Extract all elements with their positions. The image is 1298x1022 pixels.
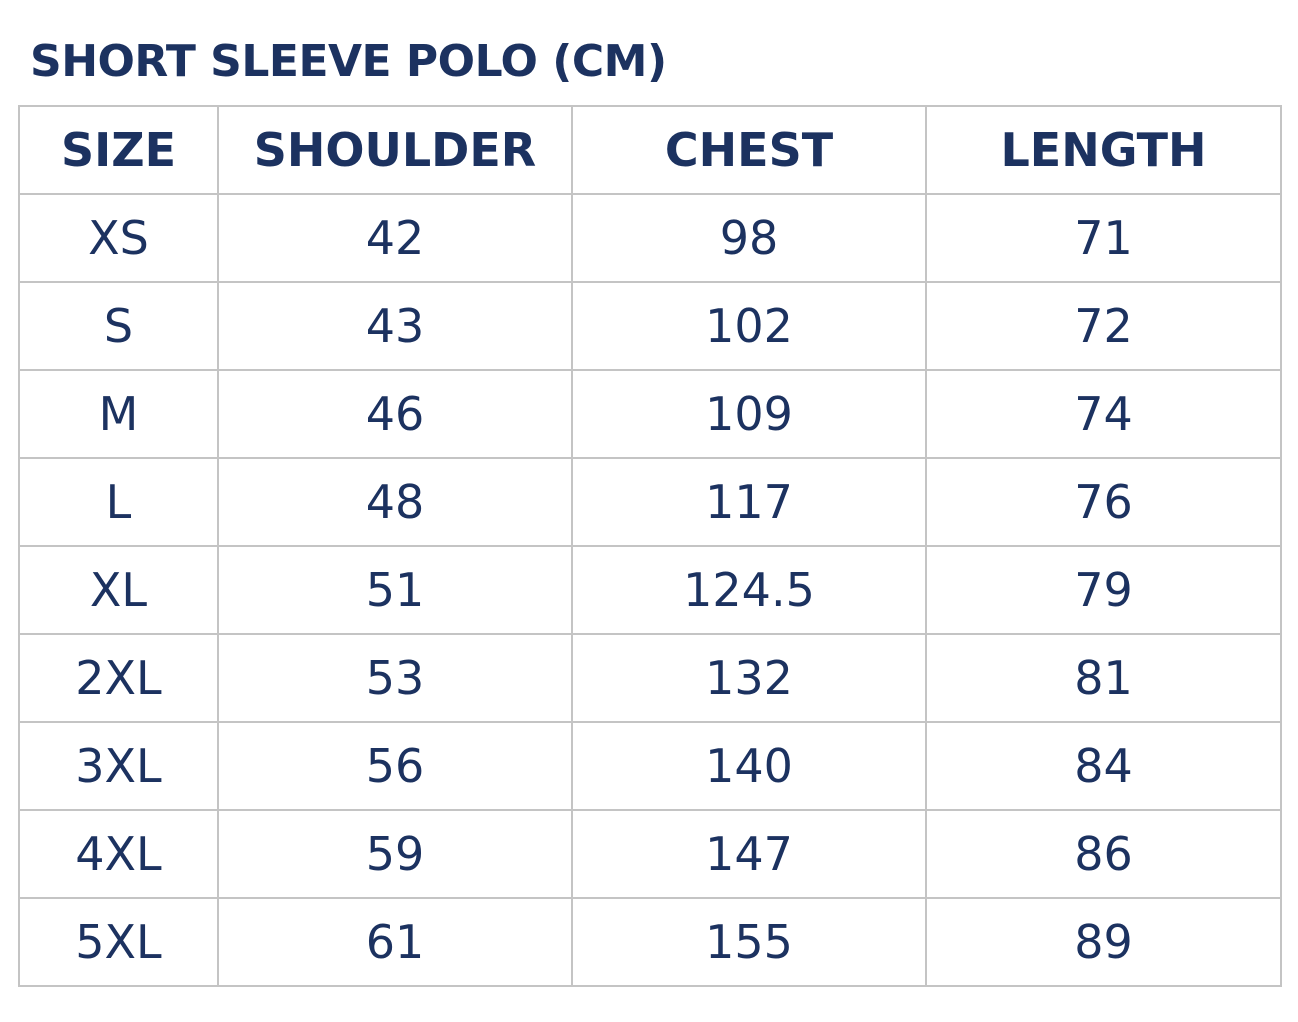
table-row: M 46 109 74 — [18, 369, 1282, 459]
cell-length: 86 — [925, 809, 1282, 899]
table-header-row: SIZE SHOULDER CHEST LENGTH — [18, 105, 1282, 195]
cell-chest: 117 — [571, 457, 927, 547]
cell-shoulder: 61 — [217, 897, 573, 987]
table-row: XL 51 124.5 79 — [18, 545, 1282, 635]
cell-shoulder: 53 — [217, 633, 573, 723]
cell-length: 89 — [925, 897, 1282, 987]
size-chart-table: SIZE SHOULDER CHEST LENGTH XS 42 98 71 S 43 102 72… — [18, 105, 1282, 987]
cell-shoulder: 42 — [217, 193, 573, 283]
table-row: 5XL 61 155 89 — [18, 897, 1282, 987]
cell-chest: 102 — [571, 281, 927, 371]
column-header-size: SIZE — [18, 105, 219, 195]
table-row: L 48 117 76 — [18, 457, 1282, 547]
cell-size: 3XL — [18, 721, 219, 811]
cell-size: M — [18, 369, 219, 459]
cell-shoulder: 59 — [217, 809, 573, 899]
cell-size: XS — [18, 193, 219, 283]
cell-length: 72 — [925, 281, 1282, 371]
cell-size: L — [18, 457, 219, 547]
cell-length: 84 — [925, 721, 1282, 811]
cell-shoulder: 51 — [217, 545, 573, 635]
cell-length: 71 — [925, 193, 1282, 283]
cell-size: 2XL — [18, 633, 219, 723]
table-row: XS 42 98 71 — [18, 193, 1282, 283]
cell-chest: 109 — [571, 369, 927, 459]
column-header-length: LENGTH — [925, 105, 1282, 195]
cell-shoulder: 43 — [217, 281, 573, 371]
page-title: SHORT SLEEVE POLO (CM) — [30, 36, 667, 87]
cell-size: S — [18, 281, 219, 371]
cell-chest: 147 — [571, 809, 927, 899]
table-row: 2XL 53 132 81 — [18, 633, 1282, 723]
cell-shoulder: 46 — [217, 369, 573, 459]
table-row: 3XL 56 140 84 — [18, 721, 1282, 811]
cell-length: 76 — [925, 457, 1282, 547]
cell-chest: 155 — [571, 897, 927, 987]
column-header-chest: CHEST — [571, 105, 927, 195]
cell-shoulder: 56 — [217, 721, 573, 811]
cell-length: 81 — [925, 633, 1282, 723]
cell-size: XL — [18, 545, 219, 635]
cell-length: 74 — [925, 369, 1282, 459]
cell-size: 5XL — [18, 897, 219, 987]
column-header-shoulder: SHOULDER — [217, 105, 573, 195]
cell-chest: 124.5 — [571, 545, 927, 635]
cell-length: 79 — [925, 545, 1282, 635]
table-row: 4XL 59 147 86 — [18, 809, 1282, 899]
table-row: S 43 102 72 — [18, 281, 1282, 371]
cell-chest: 132 — [571, 633, 927, 723]
cell-shoulder: 48 — [217, 457, 573, 547]
cell-chest: 140 — [571, 721, 927, 811]
cell-size: 4XL — [18, 809, 219, 899]
cell-chest: 98 — [571, 193, 927, 283]
